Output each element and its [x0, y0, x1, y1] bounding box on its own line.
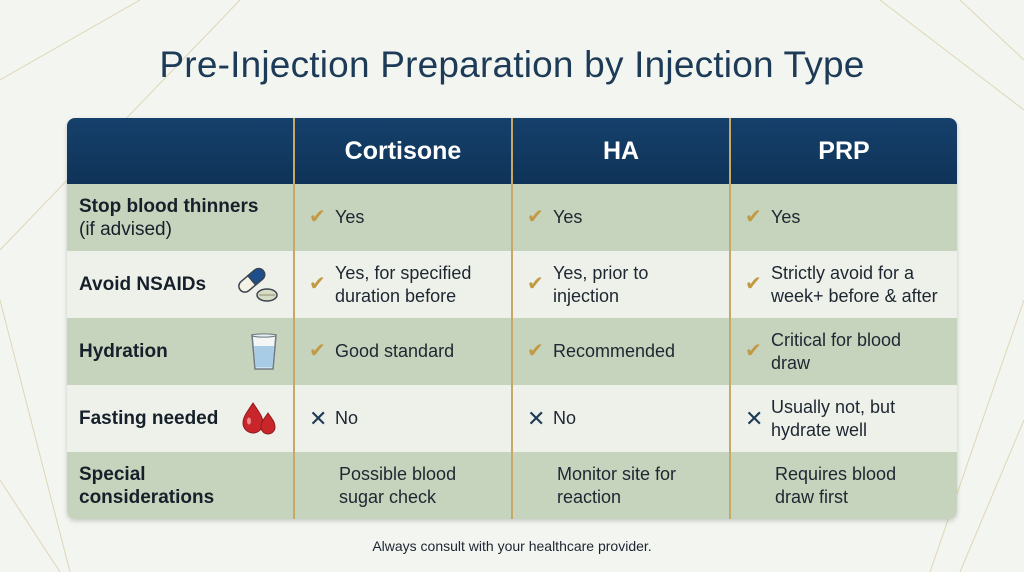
cell-text: Requires blood draw first: [775, 463, 897, 507]
cross-icon: ✕: [527, 406, 546, 431]
table-cell: ✔ Yes: [295, 184, 513, 251]
table-cell: ✔ Yes: [513, 184, 731, 251]
water-glass-icon: [251, 332, 277, 370]
cross-icon: ✕: [309, 406, 328, 431]
table-cell: ✔ Yes, for specified duration before: [295, 251, 513, 318]
row-label: Stop blood thinners (if advised): [67, 195, 258, 241]
cell-text: Monitor site for reaction: [557, 463, 677, 507]
check-icon: ✔: [745, 206, 762, 228]
table-cell: ✔ Critical for blood draw: [731, 318, 957, 385]
cell-text: Yes: [335, 207, 365, 227]
check-icon: ✔: [745, 340, 762, 362]
row-label: Special considerations: [79, 463, 215, 508]
column-header-prp: PRP: [731, 118, 957, 184]
table-cell: Requires blood draw first: [731, 452, 957, 519]
cell-text: Yes: [553, 207, 583, 227]
cell-text: Yes, prior to injection: [553, 262, 649, 306]
cell-text: No: [335, 408, 359, 428]
header-corner: [67, 118, 295, 184]
check-icon: ✔: [309, 273, 326, 295]
blood-drops-icon: [242, 401, 276, 434]
pills-icon: [238, 267, 278, 302]
cell-text: Possible blood sugar check: [339, 463, 457, 507]
check-icon: ✔: [527, 273, 544, 295]
cell-text: No: [553, 408, 577, 428]
comparison-table: Cortisone HA PRP Stop blood thinners (if…: [67, 118, 957, 519]
row-sublabel-text: (if advised): [79, 218, 172, 240]
cell-text: Critical for blood draw: [771, 329, 902, 373]
table-cell: ✔ Yes, prior to injection: [513, 251, 731, 318]
table-cell: Monitor site for reaction: [513, 452, 731, 519]
check-icon: ✔: [745, 273, 762, 295]
cell-text: Good standard: [335, 341, 455, 361]
row-label: Fasting needed: [79, 408, 219, 429]
page-title: Pre-Injection Preparation by Injection T…: [159, 44, 865, 85]
table-cell: ✔ Yes: [731, 184, 957, 251]
row-label-text: Stop blood thinners: [79, 195, 259, 217]
table-cell: ✕ No: [295, 385, 513, 452]
row-label-cell: Avoid NSAIDs: [67, 251, 295, 318]
check-icon: ✔: [309, 340, 326, 362]
cell-text: Yes: [771, 207, 801, 227]
cell-text: Yes, for specified duration before: [335, 262, 472, 306]
row-label-cell: Special considerations: [67, 452, 295, 519]
table-cell: ✔ Good standard: [295, 318, 513, 385]
cell-text: Recommended: [553, 341, 676, 361]
row-label-cell: Stop blood thinners (if advised): [67, 184, 295, 251]
check-icon: ✔: [309, 206, 326, 228]
column-header-ha: HA: [513, 118, 731, 184]
row-label-cell: Hydration: [67, 318, 295, 385]
column-header-cortisone: Cortisone: [295, 118, 513, 184]
table-cell: ✔ Strictly avoid for a week+ before & aft…: [731, 251, 957, 318]
table-cell: Possible blood sugar check: [295, 452, 513, 519]
table-cell: ✕ Usually not, but hydrate well: [731, 385, 957, 452]
cell-text: Strictly avoid for a week+ before & afte…: [771, 262, 938, 306]
cross-icon: ✕: [745, 406, 764, 431]
table-cell: ✕ No: [513, 385, 731, 452]
check-icon: ✔: [527, 206, 544, 228]
check-icon: ✔: [527, 340, 544, 362]
cell-text: Usually not, but hydrate well: [771, 396, 896, 440]
row-label: Avoid NSAIDs: [79, 274, 207, 295]
table-cell: ✔ Recommended: [513, 318, 731, 385]
footer-note: Always consult with your healthcare prov…: [372, 538, 652, 554]
row-label: Hydration: [79, 341, 168, 362]
row-label-cell: Fasting needed: [67, 385, 295, 452]
